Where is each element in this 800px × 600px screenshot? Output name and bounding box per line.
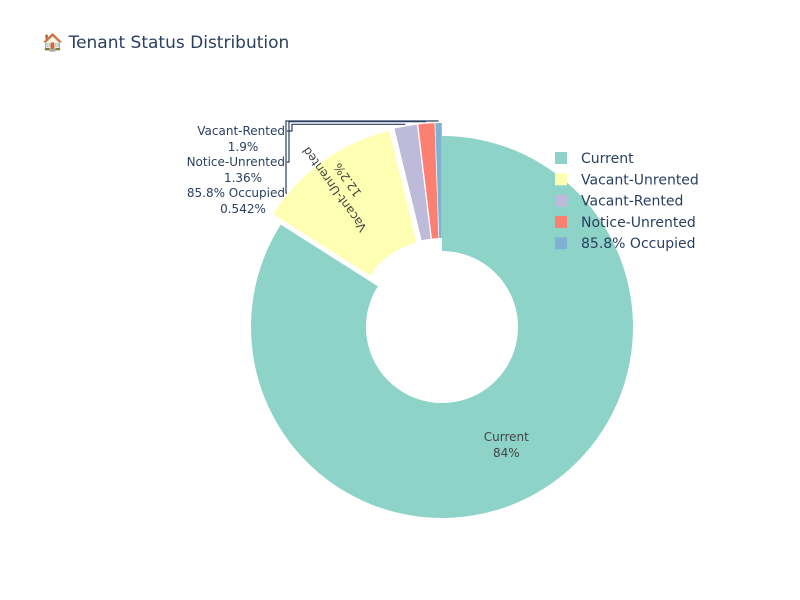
legend[interactable]: Current Vacant-Unrented Vacant-Rented Notic… — [555, 151, 699, 252]
legend-label: Current — [581, 151, 634, 167]
legend-label: 85.8% Occupied — [581, 236, 696, 252]
slice-label: Notice-Unrented — [187, 155, 285, 169]
slice-percent: 1.9% — [228, 140, 259, 154]
leader-line — [285, 120, 439, 194]
leader-line — [287, 123, 406, 132]
slice-label: Vacant-Rented — [197, 124, 285, 138]
legend-label: Notice-Unrented — [581, 215, 696, 231]
legend-item[interactable]: Vacant-Rented — [555, 194, 683, 210]
legend-item[interactable]: Notice-Unrented — [555, 215, 696, 231]
slice-current[interactable] — [251, 136, 634, 518]
slice-notice-unrented[interactable] — [418, 123, 439, 239]
legend-swatch — [555, 215, 567, 228]
legend-swatch — [555, 152, 567, 164]
legend-label: Vacant-Rented — [581, 194, 683, 210]
slice-label: 85.8% Occupied — [187, 186, 285, 200]
slice-85-8-occupied[interactable] — [435, 123, 442, 239]
legend-swatch — [555, 173, 567, 186]
legend-swatch — [555, 237, 567, 250]
legend-swatch — [555, 194, 567, 207]
slice-label: Current — [484, 430, 529, 444]
slice-percent: 84% — [493, 446, 520, 460]
leader-lines — [285, 120, 439, 194]
legend-label: Vacant-Unrented — [581, 172, 699, 188]
chart-title: 🏠 Tenant Status Distribution — [42, 33, 290, 53]
legend-item[interactable]: 85.8% Occupied — [555, 236, 696, 252]
legend-item[interactable]: Current — [555, 151, 634, 167]
slice-vacant-unrented[interactable] — [273, 130, 417, 276]
slice-percent: 0.542% — [220, 202, 266, 216]
slice-label-group: Current 84% — [484, 430, 529, 460]
slice-percent: 1.36% — [224, 171, 262, 185]
legend-item[interactable]: Vacant-Unrented — [555, 172, 699, 188]
slice-vacant-rented[interactable] — [394, 124, 431, 241]
slices-layer — [251, 123, 634, 518]
